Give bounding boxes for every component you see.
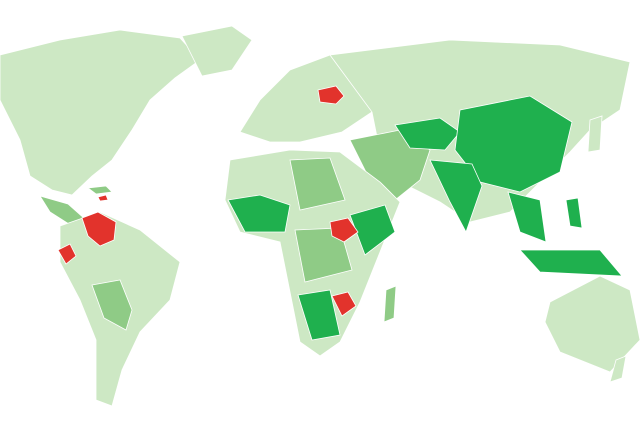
sahel — [289, 157, 346, 211]
zimbabwe — [331, 291, 357, 317]
east-africa — [349, 204, 396, 256]
central-africa — [294, 227, 353, 283]
india — [429, 159, 483, 233]
caribbean-country — [97, 194, 109, 202]
indonesia — [519, 249, 623, 277]
belarus — [317, 85, 345, 105]
japan — [587, 115, 603, 153]
ecuador — [57, 243, 77, 265]
greenland — [181, 25, 253, 77]
south-america-mid — [91, 279, 133, 331]
caribbean — [86, 185, 113, 195]
venezuela — [81, 211, 117, 247]
china — [454, 95, 573, 193]
southern-africa — [297, 289, 341, 341]
central-asia — [394, 117, 461, 151]
madagascar — [383, 285, 397, 323]
north-america — [0, 29, 201, 196]
new-zealand — [609, 355, 627, 383]
philippines — [565, 197, 583, 229]
west-africa — [227, 194, 291, 233]
south-sudan — [329, 217, 359, 243]
southeast-asia — [507, 191, 547, 243]
